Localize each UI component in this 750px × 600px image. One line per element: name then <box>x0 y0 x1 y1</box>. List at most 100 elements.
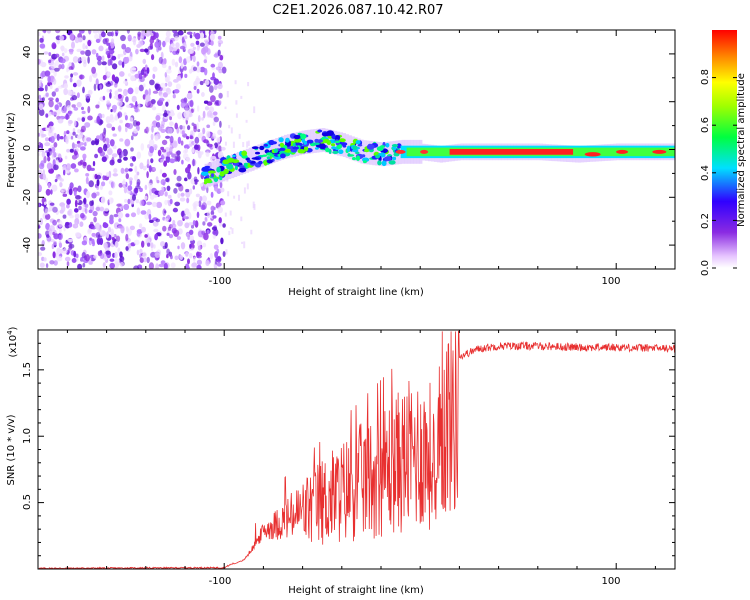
ridge-blob <box>325 147 330 153</box>
noise-blob <box>214 142 218 149</box>
noise-blob <box>134 174 138 181</box>
colorbar-tick-0.2: 0.2 <box>700 213 711 229</box>
noise-blob <box>195 66 201 73</box>
noise-blob <box>210 155 217 160</box>
noise-blob <box>53 67 60 72</box>
noise-blob <box>143 73 147 78</box>
ridge-halo <box>242 149 246 174</box>
noise-blob <box>203 59 207 64</box>
noise-blob <box>95 52 99 58</box>
noise-blob <box>46 162 53 170</box>
noise-blob <box>70 163 77 169</box>
noise-blob <box>45 137 49 142</box>
noise-blob <box>66 261 70 267</box>
noise-blob <box>206 211 211 219</box>
noise-blob <box>194 32 201 40</box>
noise-blob <box>134 86 139 95</box>
noise-blob <box>77 161 83 166</box>
noise-blob <box>218 145 222 153</box>
noise-blob <box>96 185 100 190</box>
noise-blob <box>124 115 128 121</box>
noise-blob <box>169 146 173 153</box>
noise-blob <box>75 253 79 259</box>
noise-streak <box>246 141 249 148</box>
noise-blob <box>106 100 111 105</box>
noise-blob <box>113 168 118 174</box>
noise-blob <box>217 49 221 56</box>
noise-blob <box>181 130 185 135</box>
noise-blob <box>85 173 90 177</box>
ridge-blob <box>357 144 363 147</box>
noise-blob <box>142 83 146 88</box>
noise-blob <box>59 136 64 140</box>
noise-blob <box>189 34 193 39</box>
noise-blob <box>146 171 149 179</box>
figure-title: C2E1.2026.087.10.42.R07 <box>272 3 443 18</box>
noise-blob <box>139 257 144 264</box>
noise-blob <box>214 251 219 259</box>
noise-blob <box>71 142 75 150</box>
noise-blob <box>210 210 215 216</box>
noise-blob <box>125 173 129 180</box>
noise-blob <box>185 56 191 63</box>
noise-blob <box>76 92 80 99</box>
noise-blob <box>177 136 182 145</box>
noise-streak <box>228 124 231 129</box>
noise-blob <box>151 106 157 111</box>
noise-blob <box>169 135 174 144</box>
noise-blob <box>48 225 55 232</box>
ridge-blob <box>323 138 330 144</box>
noise-blob <box>130 147 134 152</box>
noise-blob <box>51 243 55 250</box>
noise-blob <box>74 213 80 219</box>
noise-blob <box>135 100 138 108</box>
noise-blob <box>172 207 178 213</box>
spectrogram-ytick-40: 40 <box>22 46 33 59</box>
noise-blob <box>118 218 122 223</box>
noise-blob <box>49 260 55 265</box>
noise-blob <box>74 168 79 173</box>
noise-blob <box>113 95 119 100</box>
noise-blob <box>80 50 85 55</box>
noise-blob <box>145 94 151 102</box>
ridge-blob <box>268 139 275 146</box>
noise-blob <box>216 262 222 267</box>
noise-blob <box>129 117 134 122</box>
noise-blob <box>119 138 124 142</box>
ridge-blob <box>338 149 344 154</box>
noise-blob <box>170 262 176 269</box>
noise-blob <box>206 200 212 206</box>
noise-blob <box>75 232 81 238</box>
ridge-blob <box>259 145 265 151</box>
ridge-blob <box>396 143 402 149</box>
noise-blob <box>200 151 204 155</box>
noise-blob <box>188 253 193 259</box>
noise-blob <box>138 84 144 92</box>
noise-blob <box>186 31 193 35</box>
noise-blob <box>130 67 137 71</box>
noise-blob <box>187 258 190 265</box>
noise-streak <box>253 204 256 210</box>
noise-blob <box>110 228 114 236</box>
noise-blob <box>148 88 151 96</box>
noise-streak <box>232 141 235 148</box>
noise-blob <box>46 151 50 158</box>
noise-blob <box>85 93 91 99</box>
noise-blob <box>194 136 200 144</box>
noise-blob <box>57 85 63 89</box>
noise-blob <box>65 163 71 171</box>
ridge-blob <box>355 155 361 161</box>
noise-blob <box>175 83 181 90</box>
noise-blob <box>88 209 93 214</box>
noise-streak <box>253 106 256 114</box>
noise-blob <box>163 262 168 269</box>
noise-blob <box>108 197 114 205</box>
noise-blob <box>205 151 210 157</box>
noise-blob <box>173 89 180 94</box>
noise-blob <box>217 151 224 159</box>
noise-blob <box>217 255 222 262</box>
noise-blob <box>137 33 141 41</box>
noise-blob <box>74 120 77 127</box>
noise-blob <box>95 38 101 43</box>
noise-blob <box>217 83 223 90</box>
